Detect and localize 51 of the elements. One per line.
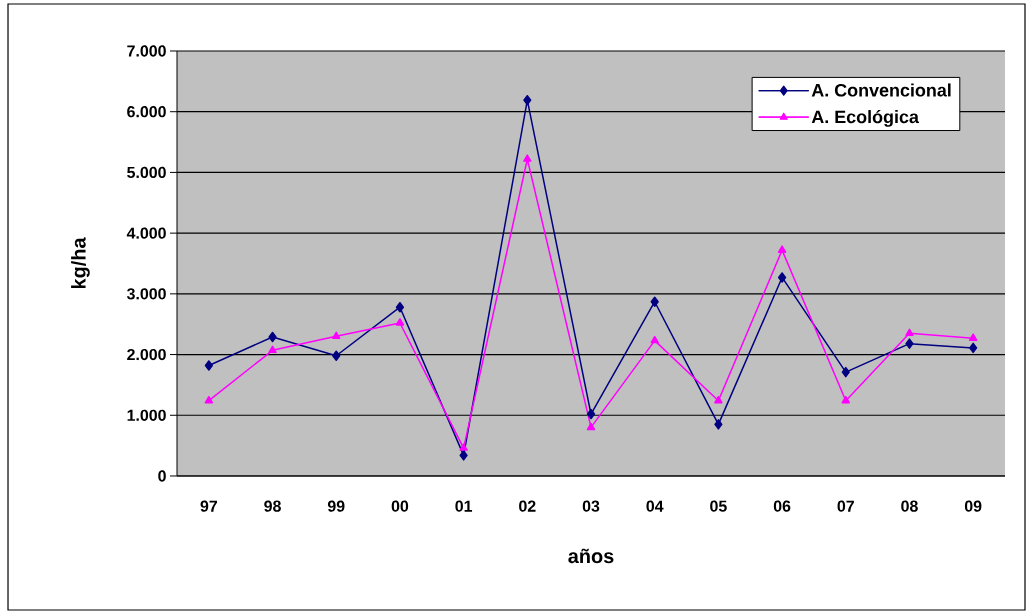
point [650,296,659,307]
x-tick-label: 09 [964,500,982,512]
y-tick-label: 7.000 [127,45,166,57]
x-tick-label: 07 [837,500,854,512]
y-tick-label: 6.000 [127,106,166,118]
point [395,318,405,326]
point [523,154,532,162]
y-axis-title: kg/ha [71,237,90,289]
point [268,345,277,354]
point [332,331,341,340]
legend-label: A. Ecológica [811,109,920,127]
point [650,335,659,344]
point [204,360,213,371]
point [905,328,914,337]
x-tick-label: 99 [327,500,345,512]
legend-label: A. Convencional [811,83,951,97]
x-tick-label: 00 [391,500,409,512]
point [332,350,341,362]
point [586,422,596,431]
y-tick-label: 5.000 [127,166,166,179]
y-tick-label: 4.000 [126,227,166,239]
point [268,331,277,343]
point [841,366,850,378]
point [777,245,787,253]
point [586,408,596,420]
point [968,333,978,341]
y-tick-label: 2.000 [127,348,166,361]
y-tick-label: 3.000 [126,288,166,300]
x-tick-label: 05 [710,500,727,512]
x-tick-label: 02 [519,500,536,512]
point [777,272,787,283]
x-tick-label: 08 [901,500,918,512]
x-tick-label: 04 [646,500,664,512]
point [714,395,723,404]
point [969,342,978,354]
point [905,338,914,349]
point [459,443,468,451]
point [841,395,850,404]
x-tick-label: 06 [773,500,791,512]
x-tick-label: 98 [264,500,281,512]
x-tick-label: 01 [455,500,473,512]
x-tick-label: 97 [200,500,218,512]
x-axis-title: años [568,548,614,564]
y-tick-label: 0 [158,470,166,482]
point [523,94,532,106]
y-tick-label: 1.000 [127,409,166,421]
point [714,419,723,430]
point [395,301,405,313]
point [459,450,468,461]
x-tick-label: 03 [582,500,600,512]
point [204,395,214,404]
